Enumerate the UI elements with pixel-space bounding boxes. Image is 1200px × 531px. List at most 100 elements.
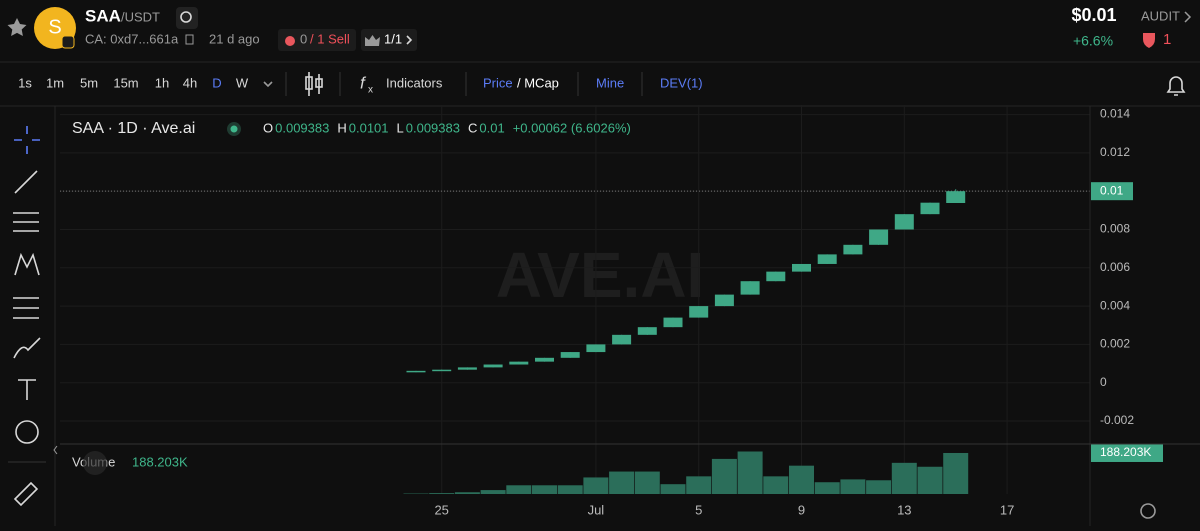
candle-body [689, 306, 708, 317]
volume-bar [661, 484, 686, 494]
sell-zero: 0 [300, 31, 307, 46]
candle-body [561, 352, 580, 358]
token-symbol: SAA [85, 6, 121, 25]
watermark: AVE.AI [496, 239, 705, 311]
ohlc-value: 0.01 [479, 120, 504, 135]
volume-bar [429, 493, 454, 494]
candle-body [664, 318, 683, 328]
x-tick-label: 13 [897, 502, 911, 517]
candle-body [766, 272, 785, 282]
y-tick-label: 0 [1100, 375, 1107, 389]
chart-title: SAA · 1D · Ave.ai [72, 120, 195, 137]
y-tick-label: 0.002 [1100, 337, 1130, 351]
volume-bar [609, 472, 634, 494]
contract-address[interactable]: CA: 0xd7...661a [85, 31, 179, 46]
interval-button[interactable]: 1m [46, 75, 64, 90]
sell-count: / 1 Sell [310, 31, 350, 46]
mcap-toggle[interactable]: / MCap [517, 75, 559, 90]
volume-bar [789, 466, 814, 494]
volume-bar [506, 485, 531, 494]
candle-body [407, 371, 426, 373]
y-tick-label: 0.008 [1100, 222, 1130, 236]
candle-body [818, 254, 837, 264]
volume-bar [840, 479, 865, 494]
candle-body [792, 264, 811, 272]
ohlc-value: 0.009383 [406, 120, 460, 135]
candle-body [484, 365, 503, 368]
x-tick-label: 9 [798, 502, 805, 517]
candle-body [586, 344, 605, 352]
tv-logo [83, 451, 107, 475]
volume-bar [481, 490, 506, 494]
price-toggle[interactable]: Price [483, 75, 513, 90]
ohlc-label: L [397, 120, 404, 135]
ohlc-label: O [263, 120, 273, 135]
indicators-button[interactable]: Indicators [386, 75, 443, 90]
candle-body [535, 358, 554, 362]
candle-body [843, 245, 862, 255]
candle-body [612, 335, 631, 345]
volume-bar [532, 485, 557, 494]
price: $0.01 [1071, 5, 1116, 25]
volume-legend-value: 188.203K [132, 454, 188, 469]
price-change: +6.6% [1073, 33, 1113, 49]
mine-toggle[interactable]: Mine [596, 75, 624, 90]
candle-body [869, 229, 888, 244]
holders: 1/1 [384, 31, 402, 46]
volume-bar [943, 453, 968, 494]
y-tick-label: 0.014 [1100, 107, 1130, 121]
volume-bar [815, 482, 840, 494]
volume-bar [583, 477, 608, 494]
volume-bar [892, 463, 917, 494]
interval-button[interactable]: 5m [80, 75, 98, 90]
pair: /USDT [121, 9, 160, 24]
interval-button[interactable]: D [212, 75, 221, 90]
search-button[interactable] [176, 7, 198, 29]
risk-count: 1 [1163, 31, 1171, 48]
last-price-tag-label: 0.01 [1100, 183, 1124, 197]
volume-tag-label: 188.203K [1100, 445, 1151, 459]
volume-bar [866, 480, 891, 494]
y-tick-label: 0.006 [1100, 260, 1130, 274]
interval-button[interactable]: 1s [18, 75, 32, 90]
y-tick-label: 0.004 [1100, 298, 1130, 312]
audit-link[interactable]: AUDIT [1141, 8, 1180, 23]
candle-body [432, 370, 451, 372]
candle-body [946, 191, 965, 203]
volume-bar [763, 476, 788, 494]
interval-button[interactable]: 4h [183, 75, 197, 90]
x-tick-label: 5 [695, 502, 702, 517]
x-tick-label: 25 [434, 502, 448, 517]
interval-button[interactable]: 15m [113, 75, 138, 90]
ohlc-label: C [468, 120, 477, 135]
status-dot [231, 126, 238, 133]
token-age: 21 d ago [209, 31, 260, 46]
volume-bar [738, 452, 763, 495]
interval-button[interactable]: W [236, 75, 249, 90]
ohlc-change: +0.00062 (6.6026%) [513, 120, 631, 135]
money-bag-icon [285, 36, 295, 46]
ohlc-label: H [337, 120, 346, 135]
candle-body [638, 327, 657, 335]
candle-body [895, 214, 914, 229]
volume-bar [455, 492, 480, 494]
volume-bar [558, 485, 583, 494]
chain-badge [62, 36, 74, 48]
x-tick-label: Jul [588, 502, 605, 517]
y-tick-label: -0.002 [1100, 413, 1134, 427]
candle-body [509, 362, 528, 365]
volume-bar [712, 459, 737, 494]
volume-bar [918, 467, 943, 494]
candle-body [741, 281, 760, 294]
interval-button[interactable]: 1h [155, 75, 169, 90]
volume-bar [635, 472, 660, 494]
x-tick-label: 17 [1000, 502, 1014, 517]
fx-icon: x [368, 85, 373, 96]
dev-toggle[interactable]: DEV(1) [660, 75, 703, 90]
ohlc-value: 0.009383 [275, 120, 329, 135]
candle-body [921, 203, 940, 214]
avatar-letter: S [48, 16, 61, 38]
